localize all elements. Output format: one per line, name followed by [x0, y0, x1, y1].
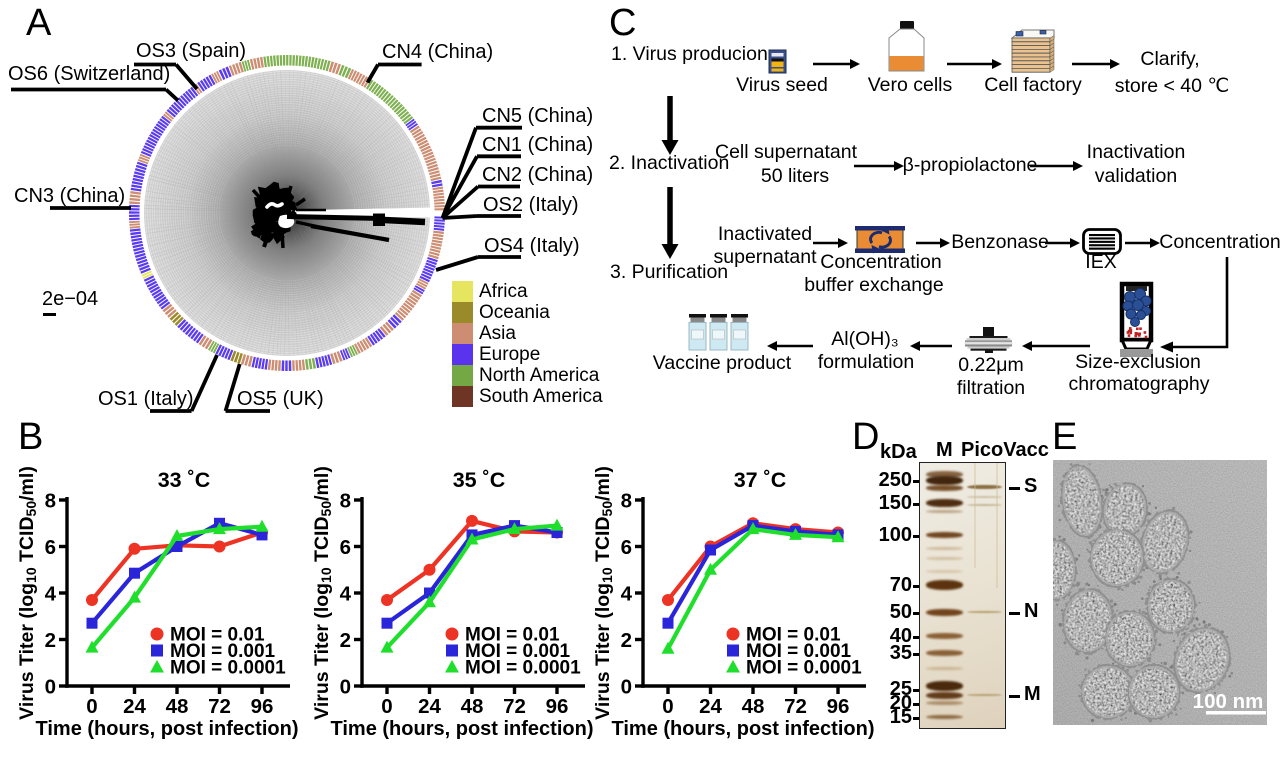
svg-text:33 ˚C: 33 ˚C: [158, 468, 211, 492]
svg-text:Virus Titer (log10 TCID50/ml): Virus Titer (log10 TCID50/ml): [592, 466, 615, 720]
svg-text:MOI = 0.001: MOI = 0.001: [170, 641, 276, 662]
svg-text:MOI = 0.01: MOI = 0.01: [170, 625, 265, 646]
svg-text:72: 72: [208, 695, 231, 718]
svg-text:6: 6: [45, 536, 56, 559]
svg-text:0: 0: [662, 695, 673, 718]
svg-text:8: 8: [621, 490, 632, 513]
svg-text:2: 2: [45, 629, 56, 652]
svg-text:96: 96: [827, 695, 850, 718]
svg-text:2: 2: [621, 629, 632, 652]
svg-text:100 nm: 100 nm: [1193, 690, 1264, 713]
svg-text:Virus Titer (log10 TCID50/ml): Virus Titer (log10 TCID50/ml): [311, 466, 334, 720]
svg-text:Virus Titer (log10 TCID50/ml): Virus Titer (log10 TCID50/ml): [16, 466, 39, 720]
svg-text:8: 8: [340, 490, 351, 513]
svg-text:35 ˚C: 35 ˚C: [453, 468, 506, 492]
svg-text:6: 6: [340, 536, 351, 559]
svg-text:72: 72: [503, 695, 526, 718]
svg-text:MOI = 0.0001: MOI = 0.0001: [465, 658, 581, 679]
svg-text:96: 96: [546, 695, 569, 718]
svg-text:Time (hours, post infection): Time (hours, post infection): [331, 718, 594, 740]
svg-text:24: 24: [699, 695, 722, 718]
svg-text:37 ˚C: 37 ˚C: [734, 468, 787, 492]
svg-text:0: 0: [45, 676, 56, 699]
svg-text:MOI = 0.001: MOI = 0.001: [465, 641, 571, 662]
svg-text:MOI = 0.01: MOI = 0.01: [465, 625, 560, 646]
svg-text:0: 0: [86, 695, 97, 718]
svg-text:24: 24: [418, 695, 441, 718]
svg-text:2: 2: [340, 629, 351, 652]
svg-text:MOI = 0.0001: MOI = 0.0001: [170, 658, 286, 679]
svg-text:6: 6: [621, 536, 632, 559]
svg-text:8: 8: [45, 490, 56, 513]
svg-text:4: 4: [340, 583, 352, 606]
svg-text:4: 4: [621, 583, 633, 606]
svg-text:Time (hours, post infection): Time (hours, post infection): [612, 718, 875, 740]
svg-text:4: 4: [45, 583, 57, 606]
svg-text:96: 96: [251, 695, 274, 718]
svg-text:MOI = 0.0001: MOI = 0.0001: [746, 658, 862, 679]
svg-text:0: 0: [340, 676, 351, 699]
svg-text:48: 48: [461, 695, 484, 718]
svg-text:MOI = 0.01: MOI = 0.01: [746, 625, 841, 646]
svg-text:72: 72: [784, 695, 807, 718]
svg-text:0: 0: [621, 676, 632, 699]
svg-text:MOI = 0.001: MOI = 0.001: [746, 641, 852, 662]
svg-text:48: 48: [166, 695, 189, 718]
svg-text:0: 0: [381, 695, 392, 718]
svg-text:24: 24: [123, 695, 146, 718]
svg-text:Time (hours, post infection): Time (hours, post infection): [36, 718, 299, 740]
svg-text:48: 48: [742, 695, 765, 718]
